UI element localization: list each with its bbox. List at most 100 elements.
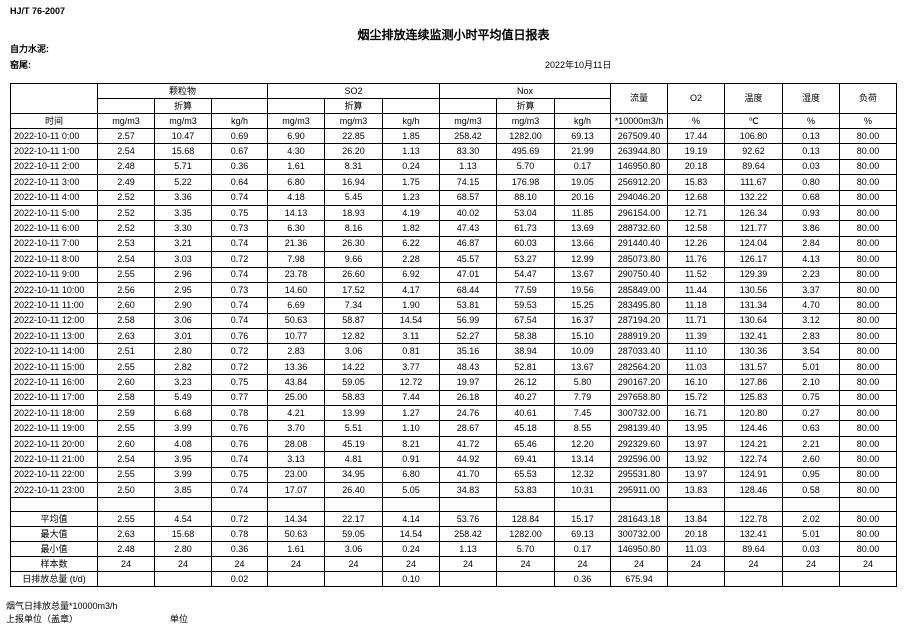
cell: [839, 571, 897, 588]
cell: [97, 98, 155, 114]
table-row: 2022-10-11 14:00 2.51 2.80 0.72 2.83 3.06 0.81…: [10, 343, 897, 360]
reporter: 上报单位（盖章）: [6, 614, 79, 624]
cell: 3.23: [154, 374, 212, 391]
cell: mg/m3: [154, 113, 212, 129]
cell: 时间: [10, 113, 98, 129]
report-table: 颗粒物 SO2 Nox 流量 O2 温度 湿度 负荷 折算 折算 折算 时间 mg/m3 mg/m3 kg/…: [10, 83, 897, 588]
cell: 80.00: [839, 297, 897, 314]
cell: 2.23: [782, 266, 840, 283]
cell: 15.68: [154, 143, 212, 160]
cell: 2022-10-11 19:00: [10, 420, 98, 437]
cell: 8.21: [382, 435, 440, 453]
cell: mg/m3: [267, 113, 325, 129]
cell: 0.58: [782, 481, 840, 499]
cell: 12.99: [554, 251, 611, 268]
cell: 11.44: [667, 281, 725, 299]
table-row: 2022-10-11 0:00 2.57 10.47 0.69 6.90 22.85 1.8…: [10, 127, 897, 145]
cell: 0.76: [211, 328, 268, 345]
cell: 291440.40: [610, 235, 668, 253]
cell: 14.13: [267, 204, 325, 222]
cell: 17.44: [667, 127, 725, 145]
table-row: 日排放总量 (t/d) 0.02 0.10 0.36 675.94: [10, 571, 897, 588]
cell: 2022-10-11 8:00: [10, 251, 98, 268]
cell: 0.74: [211, 451, 268, 468]
cell: 2.54: [97, 143, 155, 160]
table-row: 2022-10-11 16:00 2.60 3.23 0.75 43.84 59.05 12…: [10, 374, 897, 391]
cell: 0.74: [211, 312, 268, 330]
cell: 1.82: [382, 220, 440, 237]
table-row: 2022-10-11 21:00 2.54 3.95 0.74 3.13 4.81 0.91…: [10, 451, 897, 468]
cell: 2.60: [97, 435, 155, 453]
cell: 3.21: [154, 235, 212, 253]
cell: 4.54: [154, 511, 212, 528]
cell: 2022-10-11 12:00: [10, 312, 98, 330]
cell: 19.05: [554, 174, 611, 191]
cell: 5.80: [554, 374, 611, 391]
cell: 3.03: [154, 251, 212, 268]
cell: 7.98: [267, 251, 325, 268]
cell: 2.54: [97, 451, 155, 468]
cell: 58.83: [324, 389, 383, 407]
cell: 297658.80: [610, 389, 668, 407]
cell: 80.00: [839, 526, 897, 543]
table-row: 2022-10-11 9:00 2.55 2.96 0.74 23.78 26.60 6.9…: [10, 266, 897, 283]
cell: 颗粒物: [97, 83, 268, 99]
table-row: 2022-10-11 4:00 2.52 3.36 0.74 4.18 5.45 1.23 6…: [10, 189, 897, 206]
cell: 80.00: [839, 389, 897, 407]
cell: 15.10: [554, 328, 611, 345]
cell: 13.97: [667, 435, 725, 453]
cell: 294046.20: [610, 189, 668, 206]
cell: 24: [724, 556, 783, 573]
cell: [97, 571, 155, 588]
cell: 2.95: [154, 281, 212, 299]
cell: %: [782, 113, 840, 129]
cell: 18.93: [324, 204, 383, 222]
cell: 13.83: [667, 481, 725, 499]
cell: 0.81: [382, 343, 440, 360]
cell: mg/m3: [324, 113, 383, 129]
cell: kg/h: [211, 113, 268, 129]
cell: 15.17: [554, 511, 611, 528]
cell: 15.72: [667, 389, 725, 407]
cell: 13.67: [554, 358, 611, 376]
table-row: 平均值 2.55 4.54 0.72 14.34 22.17 4.14 53.76 128.84…: [10, 511, 897, 528]
cell: 3.06: [324, 343, 383, 360]
cell: 129.39: [724, 266, 783, 283]
cell: 0.76: [211, 420, 268, 437]
cell: 124.46: [724, 420, 783, 437]
cell: 41.70: [439, 466, 497, 483]
table-row: 2022-10-11 11:00 2.60 2.90 0.74 6.69 7.34 1.90…: [10, 297, 897, 314]
cell: 4.14: [382, 511, 440, 528]
cell: 15.25: [554, 297, 611, 314]
cell: 4.70: [782, 297, 840, 314]
cell: 0.17: [554, 158, 611, 176]
cell: 6.69: [267, 297, 325, 314]
cell: 2.52: [97, 204, 155, 222]
cell: 128.46: [724, 481, 783, 499]
cell: 1.10: [382, 420, 440, 437]
cell: 1.75: [382, 174, 440, 191]
cell: 127.86: [724, 374, 783, 391]
cell: 132.22: [724, 189, 783, 206]
unit: 窑尾:: [10, 60, 31, 70]
cell: 22.17: [324, 511, 383, 528]
cell: 258.42: [439, 526, 497, 543]
cell: 0.74: [211, 266, 268, 283]
cell: 24: [782, 556, 840, 573]
cell: 5.49: [154, 389, 212, 407]
cell: [10, 83, 98, 114]
cell: 52.27: [439, 328, 497, 345]
cell: 8.16: [324, 220, 383, 237]
cell: 11.03: [667, 541, 725, 558]
table-row: 2022-10-11 20:00 2.60 4.08 0.76 28.08 45.19 8.…: [10, 435, 897, 453]
cell: 263944.80: [610, 143, 668, 160]
cell: 2.90: [154, 297, 212, 314]
cell: 59.05: [324, 526, 383, 543]
cell: 68.44: [439, 281, 497, 299]
cell: 2.60: [97, 374, 155, 391]
cell: 15.68: [154, 526, 212, 543]
cell: 3.06: [154, 312, 212, 330]
cell: 26.30: [324, 235, 383, 253]
cell: mg/m3: [496, 113, 555, 129]
cell: 3.13: [267, 451, 325, 468]
